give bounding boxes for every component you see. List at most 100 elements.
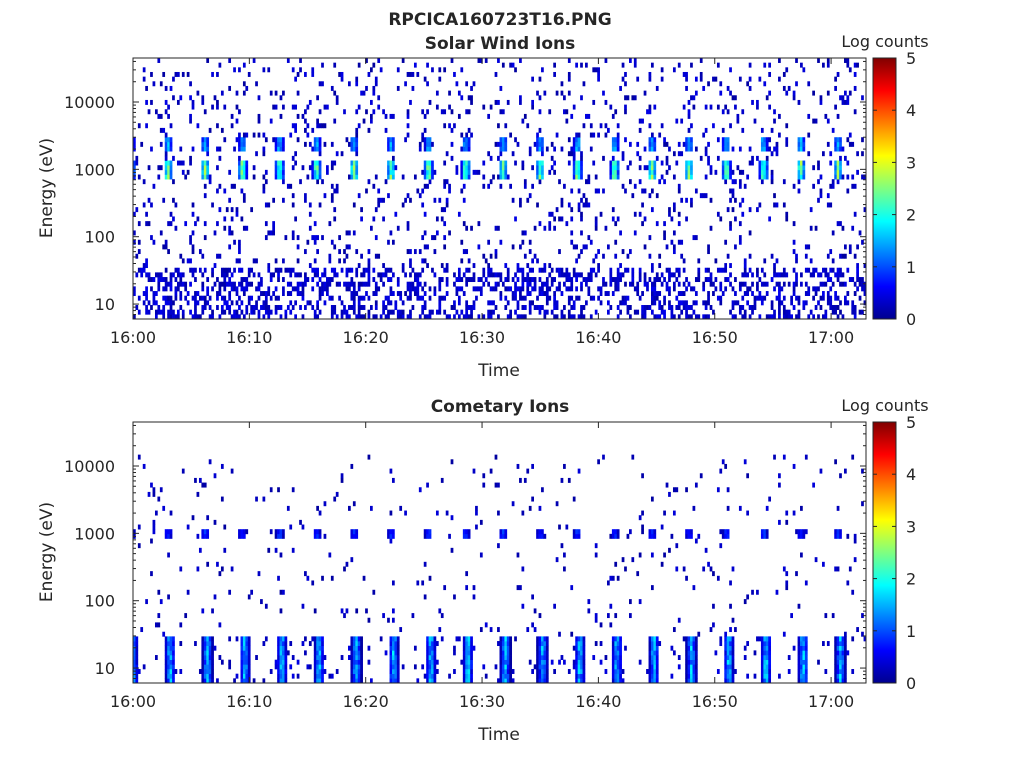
heatmap-cell	[316, 669, 319, 674]
heatmap-cell	[203, 533, 207, 539]
heatmap-cell	[624, 71, 627, 77]
heatmap-cell	[313, 678, 317, 684]
heatmap-cell	[800, 641, 803, 647]
heatmap-cell	[765, 141, 769, 147]
heatmap-cell	[734, 179, 737, 185]
heatmap-cell	[795, 571, 798, 577]
heatmap-cell	[839, 95, 842, 101]
heatmap-cell	[853, 533, 857, 539]
heatmap-cell	[594, 272, 598, 278]
heatmap-cell	[675, 487, 679, 493]
heatmap-cell	[704, 267, 708, 273]
heatmap-cell	[543, 267, 547, 273]
heatmap-cell	[462, 272, 466, 278]
heatmap-cell	[778, 305, 781, 310]
heatmap-cell	[812, 286, 815, 292]
heatmap-cell	[426, 62, 429, 68]
heatmap-cell	[308, 211, 312, 217]
heatmap-cell	[348, 244, 351, 250]
heatmap-cell	[763, 673, 767, 679]
heatmap-cell	[145, 211, 148, 217]
heatmap-cell	[763, 669, 767, 674]
heatmap-cell	[137, 669, 141, 674]
heatmap-cell	[726, 655, 730, 660]
heatmap-cell	[863, 263, 867, 269]
heatmap-cell	[775, 141, 779, 147]
heatmap-cell	[296, 673, 300, 679]
heatmap-cell	[201, 272, 205, 278]
heatmap-cell	[572, 104, 576, 110]
heatmap-cell	[585, 113, 588, 119]
heatmap-cell	[792, 305, 796, 310]
heatmap-cell	[822, 641, 825, 647]
heatmap-cell	[741, 272, 745, 278]
heatmap-cell	[426, 81, 429, 87]
heatmap-cell	[580, 309, 583, 315]
heatmap-cell	[313, 221, 317, 227]
heatmap-cell	[714, 258, 718, 264]
heatmap-cell	[318, 659, 322, 665]
heatmap-cell	[164, 655, 168, 660]
heatmap-cell	[374, 291, 378, 296]
heatmap-cell	[778, 76, 781, 82]
heatmap-cell	[316, 267, 319, 273]
heatmap-cell	[650, 650, 654, 656]
heatmap-cell	[785, 123, 789, 129]
heatmap-cell	[247, 659, 251, 665]
heatmap-cell	[294, 151, 297, 157]
heatmap-cell	[604, 655, 608, 660]
heatmap-cell	[137, 309, 141, 315]
heatmap-cell	[211, 71, 214, 77]
heatmap-cell	[448, 314, 451, 320]
heatmap-cell	[521, 281, 525, 287]
heatmap-cell	[396, 225, 400, 231]
heatmap-cell	[575, 174, 578, 180]
heatmap-cell	[650, 281, 654, 287]
heatmap-cell	[277, 160, 280, 166]
heatmap-cell	[352, 230, 356, 236]
heatmap-cell	[457, 314, 461, 320]
heatmap-cell	[797, 99, 801, 105]
heatmap-cell	[702, 193, 706, 199]
heatmap-cell	[235, 300, 239, 306]
heatmap-cell	[250, 295, 254, 301]
heatmap-cell	[313, 165, 317, 171]
heatmap-cell	[277, 529, 280, 535]
heatmap-cell	[379, 636, 383, 642]
heatmap-cell	[306, 277, 310, 283]
heatmap-cell	[582, 314, 586, 320]
heatmap-cell	[457, 113, 461, 119]
heatmap-cell	[614, 561, 618, 567]
heatmap-cell	[223, 216, 227, 222]
heatmap-cell	[614, 137, 618, 143]
heatmap-cell	[501, 669, 505, 674]
heatmap-cell	[335, 314, 339, 320]
heatmap-cell	[563, 566, 566, 572]
heatmap-cell	[844, 650, 847, 656]
heatmap-cell	[665, 244, 669, 250]
heatmap-cell	[704, 146, 708, 152]
heatmap-cell	[465, 249, 469, 255]
heatmap-cell	[729, 221, 732, 227]
heatmap-cell	[643, 244, 647, 250]
heatmap-cell	[514, 309, 517, 315]
heatmap-cell	[841, 650, 845, 656]
heatmap-cell	[318, 286, 322, 292]
heatmap-cell	[194, 309, 197, 315]
heatmap-cell	[426, 169, 429, 175]
heatmap-cell	[836, 169, 840, 175]
heatmap-cell	[668, 146, 671, 152]
heatmap-cell	[382, 216, 385, 222]
heatmap-cell	[665, 286, 669, 292]
heatmap-cell	[167, 669, 170, 674]
heatmap-cell	[274, 529, 278, 535]
heatmap-cell	[675, 543, 679, 549]
heatmap-cell	[475, 510, 478, 516]
heatmap-cell	[839, 300, 842, 306]
heatmap-cell	[599, 300, 603, 306]
heatmap-cell	[218, 62, 222, 68]
heatmap-cell	[462, 249, 466, 255]
heatmap-cell	[252, 58, 256, 63]
heatmap-cell	[834, 272, 837, 278]
heatmap-cell	[389, 468, 393, 474]
